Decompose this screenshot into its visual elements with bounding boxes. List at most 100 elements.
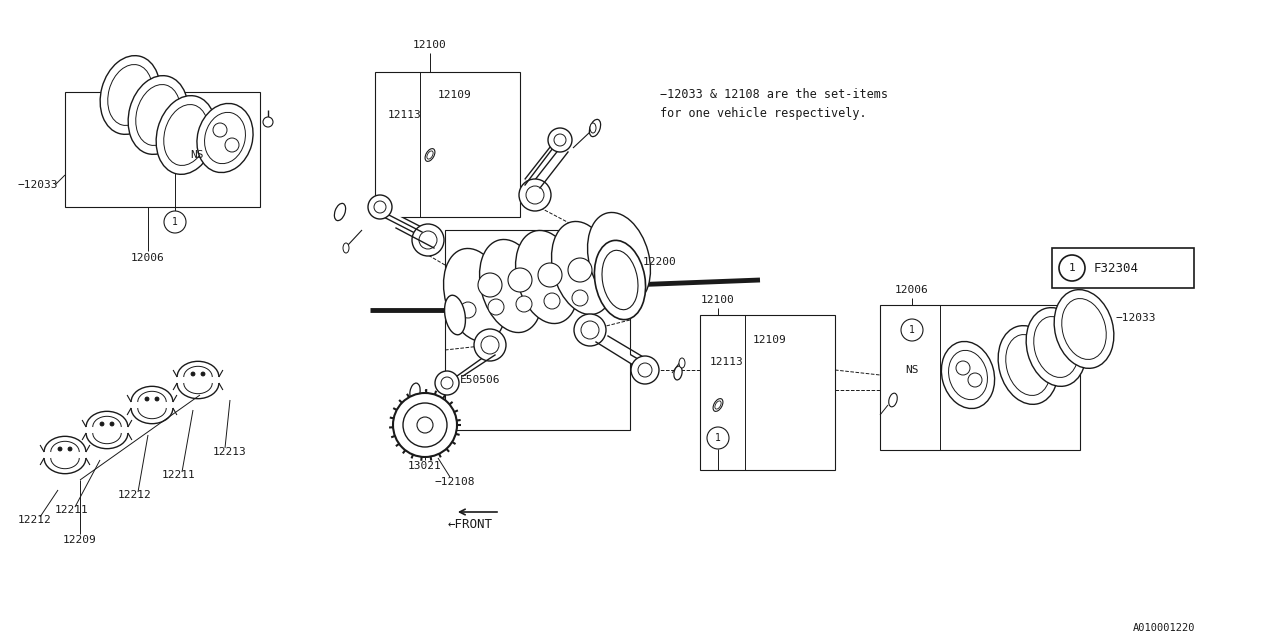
Ellipse shape	[678, 358, 685, 368]
Text: 12211: 12211	[55, 505, 88, 515]
Text: 13021: 13021	[408, 461, 442, 471]
Circle shape	[631, 356, 659, 384]
Text: 12212: 12212	[18, 515, 51, 525]
Ellipse shape	[156, 95, 216, 174]
Ellipse shape	[444, 248, 507, 342]
Circle shape	[508, 268, 532, 292]
Circle shape	[403, 403, 447, 447]
Ellipse shape	[343, 243, 349, 253]
Circle shape	[968, 373, 982, 387]
Text: F32304: F32304	[1093, 262, 1138, 275]
Circle shape	[477, 273, 502, 297]
Circle shape	[145, 397, 148, 401]
Bar	[445, 230, 630, 430]
Bar	[700, 315, 835, 470]
Circle shape	[110, 422, 114, 426]
Ellipse shape	[1006, 335, 1051, 396]
Circle shape	[212, 123, 227, 137]
Circle shape	[707, 427, 730, 449]
Ellipse shape	[589, 120, 600, 136]
Circle shape	[481, 336, 499, 354]
Text: 12211: 12211	[163, 470, 196, 480]
Bar	[1052, 248, 1194, 288]
Circle shape	[201, 372, 205, 376]
Ellipse shape	[1027, 308, 1085, 387]
Bar	[65, 92, 260, 207]
Circle shape	[544, 293, 561, 309]
Ellipse shape	[552, 221, 614, 314]
Circle shape	[488, 299, 504, 315]
Text: 1: 1	[1069, 263, 1075, 273]
Circle shape	[554, 134, 566, 146]
Bar	[375, 72, 520, 217]
Ellipse shape	[1055, 290, 1114, 369]
Circle shape	[526, 186, 544, 204]
Text: 1: 1	[716, 433, 721, 443]
Ellipse shape	[516, 230, 579, 324]
Ellipse shape	[998, 326, 1057, 404]
Circle shape	[412, 224, 444, 256]
Circle shape	[538, 263, 562, 287]
Circle shape	[572, 290, 588, 306]
Text: 12006: 12006	[895, 285, 929, 295]
Text: E50506: E50506	[460, 375, 500, 385]
Circle shape	[581, 321, 599, 339]
Text: 1: 1	[909, 325, 915, 335]
Circle shape	[262, 117, 273, 127]
Ellipse shape	[334, 204, 346, 221]
Text: 12213: 12213	[212, 447, 247, 457]
Circle shape	[568, 258, 591, 282]
Circle shape	[374, 201, 387, 213]
Circle shape	[518, 179, 550, 211]
Circle shape	[225, 138, 239, 152]
Text: 1: 1	[172, 217, 178, 227]
Bar	[881, 305, 1080, 450]
Ellipse shape	[100, 56, 160, 134]
Ellipse shape	[588, 212, 650, 305]
Ellipse shape	[1061, 298, 1106, 360]
Text: −12033 & 12108 are the set-items: −12033 & 12108 are the set-items	[660, 88, 888, 102]
Ellipse shape	[673, 366, 682, 380]
Ellipse shape	[941, 342, 995, 408]
Ellipse shape	[602, 250, 637, 310]
Text: −12108: −12108	[435, 477, 475, 487]
Text: −12033: −12033	[17, 180, 58, 190]
Circle shape	[956, 361, 970, 375]
Text: −12033: −12033	[1115, 313, 1156, 323]
Text: 12209: 12209	[63, 535, 97, 545]
Ellipse shape	[714, 401, 721, 409]
Circle shape	[516, 296, 532, 312]
Text: NS: NS	[191, 150, 204, 160]
Circle shape	[637, 363, 652, 377]
Ellipse shape	[426, 151, 433, 159]
Ellipse shape	[136, 84, 180, 145]
Text: 12212: 12212	[118, 490, 152, 500]
Text: 12006: 12006	[131, 253, 165, 263]
Text: 12109: 12109	[753, 335, 787, 345]
Ellipse shape	[888, 393, 897, 407]
Circle shape	[1059, 255, 1085, 281]
Circle shape	[474, 329, 506, 361]
Circle shape	[573, 314, 605, 346]
Circle shape	[442, 377, 453, 389]
Ellipse shape	[419, 403, 425, 413]
Circle shape	[100, 422, 104, 426]
Circle shape	[369, 195, 392, 219]
Text: 12113: 12113	[388, 110, 421, 120]
Ellipse shape	[948, 350, 987, 399]
Ellipse shape	[164, 104, 209, 166]
Ellipse shape	[1034, 317, 1078, 378]
Text: A010001220: A010001220	[1133, 623, 1196, 633]
Text: NS: NS	[905, 365, 919, 375]
Ellipse shape	[444, 295, 466, 335]
Circle shape	[548, 128, 572, 152]
Ellipse shape	[590, 123, 596, 133]
Circle shape	[68, 447, 72, 451]
Text: 12100: 12100	[413, 40, 447, 50]
Text: 12109: 12109	[438, 90, 472, 100]
Circle shape	[155, 397, 159, 401]
Text: 12113: 12113	[710, 357, 744, 367]
Ellipse shape	[108, 65, 152, 125]
Text: ←FRONT: ←FRONT	[448, 518, 493, 531]
Ellipse shape	[713, 399, 723, 412]
